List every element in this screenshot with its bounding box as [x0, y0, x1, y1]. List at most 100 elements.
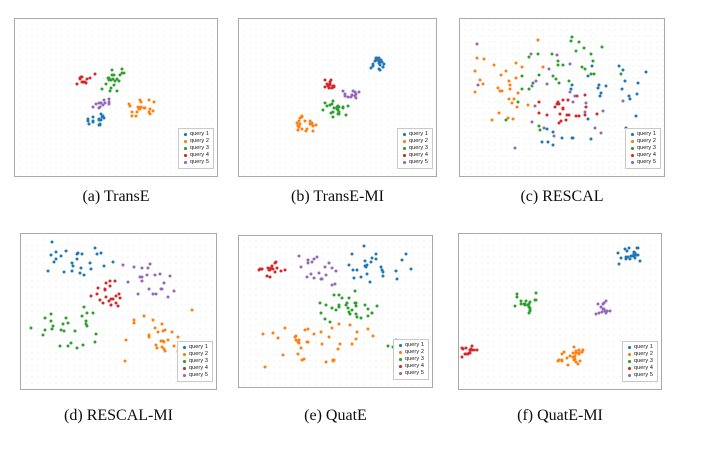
legend-item: query 3 — [626, 358, 653, 365]
scatter-point-query-2 — [160, 322, 164, 326]
scatter-point-query-3 — [534, 298, 538, 302]
scatter-point-query-3 — [331, 115, 335, 119]
scatter-point-query-3 — [332, 106, 336, 110]
scatter-point-query-4 — [265, 274, 269, 278]
scatter-point-query-4 — [75, 82, 79, 86]
scatter-point-query-1 — [373, 59, 377, 63]
scatter-point-query-1 — [87, 122, 91, 126]
scatter-point-query-5 — [146, 266, 150, 270]
scatter-point-query-5 — [350, 93, 354, 97]
scatter-point-query-4 — [329, 78, 333, 82]
scatter-point-query-1 — [52, 260, 56, 264]
scatter-point-query-4 — [558, 112, 562, 116]
scatter-point-query-3 — [113, 79, 117, 83]
scatter-point-query-3 — [110, 73, 114, 77]
scatter-point-query-3 — [516, 100, 520, 104]
scatter-point-query-1 — [347, 263, 351, 267]
legend-label: query 2 — [404, 349, 424, 355]
scatter-point-query-4 — [553, 105, 557, 109]
legend-label: query 2 — [189, 138, 209, 144]
scatter-point-query-3 — [520, 74, 524, 78]
scatter-point-query-2 — [511, 117, 515, 121]
scatter-point-query-3 — [580, 65, 584, 69]
scatter-point-query-1 — [50, 240, 54, 244]
scatter-point-query-3 — [515, 292, 519, 296]
scatter-point-query-2 — [350, 342, 354, 346]
scatter-point-query-2 — [297, 124, 301, 128]
scatter-point-query-5 — [476, 83, 480, 87]
scatter-point-query-4 — [323, 78, 327, 82]
scatter-point-query-1 — [604, 84, 608, 88]
scatter-point-query-3 — [51, 324, 55, 328]
scatter-point-query-4 — [267, 268, 271, 272]
scatter-point-query-1 — [624, 257, 628, 261]
scatter-point-query-4 — [81, 80, 85, 84]
scatter-point-query-3 — [554, 77, 558, 81]
scatter-point-query-2 — [271, 331, 275, 335]
legend-marker-icon — [403, 147, 406, 150]
scatter-point-query-2 — [475, 56, 479, 60]
scatter-point-query-2 — [337, 322, 341, 326]
legend-item: query 1 — [181, 344, 208, 351]
scatter-point-query-5 — [354, 92, 358, 96]
scatter-point-query-1 — [369, 66, 373, 70]
scatter-point-query-1 — [97, 117, 101, 121]
scatter-point-query-2 — [139, 100, 143, 104]
scatter-point-query-3 — [319, 311, 323, 315]
scatter-point-query-5 — [603, 309, 607, 313]
scatter-point-query-5 — [312, 257, 316, 261]
scatter-point-query-4 — [273, 270, 277, 274]
scatter-point-query-2 — [155, 346, 159, 350]
scatter-point-query-3 — [515, 295, 519, 299]
scatter-point-query-2 — [147, 98, 151, 102]
scatter-point-query-1 — [362, 244, 366, 248]
scatter-point-query-2 — [366, 327, 370, 331]
scatter-point-query-4 — [556, 100, 560, 104]
scatter-point-query-1 — [628, 97, 632, 101]
scatter-point-query-4 — [96, 286, 100, 290]
legend-marker-icon — [403, 154, 406, 157]
legend-marker-icon — [631, 133, 634, 136]
scatter-point-query-1 — [635, 92, 639, 96]
scatter-point-query-3 — [534, 291, 538, 295]
scatter-point-query-5 — [475, 42, 479, 46]
scatter-point-query-2 — [514, 61, 518, 65]
scatter-point-query-5 — [599, 305, 603, 309]
scatter-point-query-4 — [107, 299, 111, 303]
scatter-point-query-2 — [574, 349, 578, 353]
scatter-point-query-5 — [312, 276, 316, 280]
scatter-point-query-1 — [400, 258, 404, 262]
scatter-point-query-2 — [295, 121, 299, 125]
scatter-point-query-3 — [84, 319, 88, 323]
legend-item: query 1 — [397, 342, 424, 349]
scatter-point-query-2 — [306, 327, 310, 331]
plot-panel-rescal: query 1 query 2 query 3 query 4 query 5 — [459, 18, 665, 177]
scatter-point-query-5 — [126, 280, 130, 284]
legend-marker-icon — [183, 360, 186, 363]
legend-label: query 4 — [188, 365, 208, 371]
scatter-point-query-1 — [371, 62, 375, 66]
scatter-point-query-3 — [112, 73, 116, 77]
scatter-point-query-2 — [327, 335, 331, 339]
scatter-point-query-4 — [566, 98, 570, 102]
legend-marker-icon — [184, 140, 187, 143]
scatter-point-query-4 — [575, 94, 579, 98]
scatter-point-query-1 — [619, 256, 623, 260]
scatter-point-query-2 — [151, 318, 155, 322]
scatter-point-query-2 — [298, 116, 302, 120]
scatter-point-query-2 — [504, 69, 508, 73]
legend-label: query 1 — [636, 131, 656, 137]
legend-marker-icon — [184, 161, 187, 164]
plot-panel-transe-mi: query 1 query 2 query 3 query 4 query 5 — [238, 18, 437, 177]
scatter-point-query-5 — [315, 255, 319, 259]
scatter-point-query-5 — [599, 131, 603, 135]
scatter-point-query-3 — [504, 118, 508, 122]
scatter-point-query-1 — [586, 74, 590, 78]
scatter-point-query-1 — [381, 65, 385, 69]
scatter-point-query-3 — [348, 312, 352, 316]
legend-item: query 4 — [397, 363, 424, 370]
scatter-point-query-4 — [460, 355, 464, 359]
scatter-point-query-2 — [560, 352, 564, 356]
legend-item: query 1 — [182, 131, 209, 138]
legend-label: query 3 — [189, 145, 209, 151]
